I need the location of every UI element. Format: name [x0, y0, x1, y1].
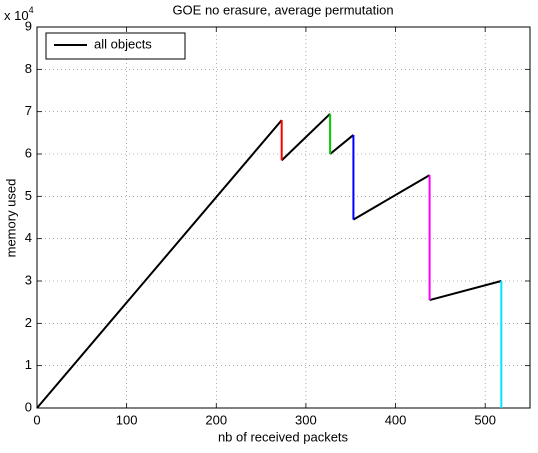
y-tick-label: 0 — [25, 399, 32, 414]
y-axis-label: memory used — [3, 179, 18, 258]
legend-label: all objects — [94, 36, 152, 51]
x-axis-label: nb of received packets — [218, 429, 349, 444]
y-tick-label: 6 — [25, 145, 32, 160]
multiplier-base: x 10 — [4, 8, 29, 23]
y-multiplier: x 104 — [4, 5, 34, 23]
y-tick-label: 3 — [25, 272, 32, 287]
data-line — [36, 113, 502, 409]
y-tick-label: 5 — [25, 188, 32, 203]
x-tick-label: 0 — [33, 412, 40, 427]
multiplier-exponent: 4 — [29, 5, 34, 15]
y-tick-label: 7 — [25, 103, 32, 118]
x-tick-label: 100 — [116, 412, 138, 427]
x-tick-label: 500 — [474, 412, 496, 427]
x-tick-label: 300 — [295, 412, 317, 427]
y-tick-label: 4 — [25, 230, 32, 245]
x-tick-label: 400 — [385, 412, 407, 427]
y-tick-label: 8 — [25, 61, 32, 76]
x-tick-label: 200 — [205, 412, 227, 427]
y-tick-label: 9 — [25, 18, 32, 33]
y-tick-label: 2 — [25, 315, 32, 330]
plot-frame — [36, 26, 531, 409]
chart-title: GOE no erasure, average permutation — [172, 2, 393, 17]
y-tick-label: 1 — [25, 357, 32, 372]
